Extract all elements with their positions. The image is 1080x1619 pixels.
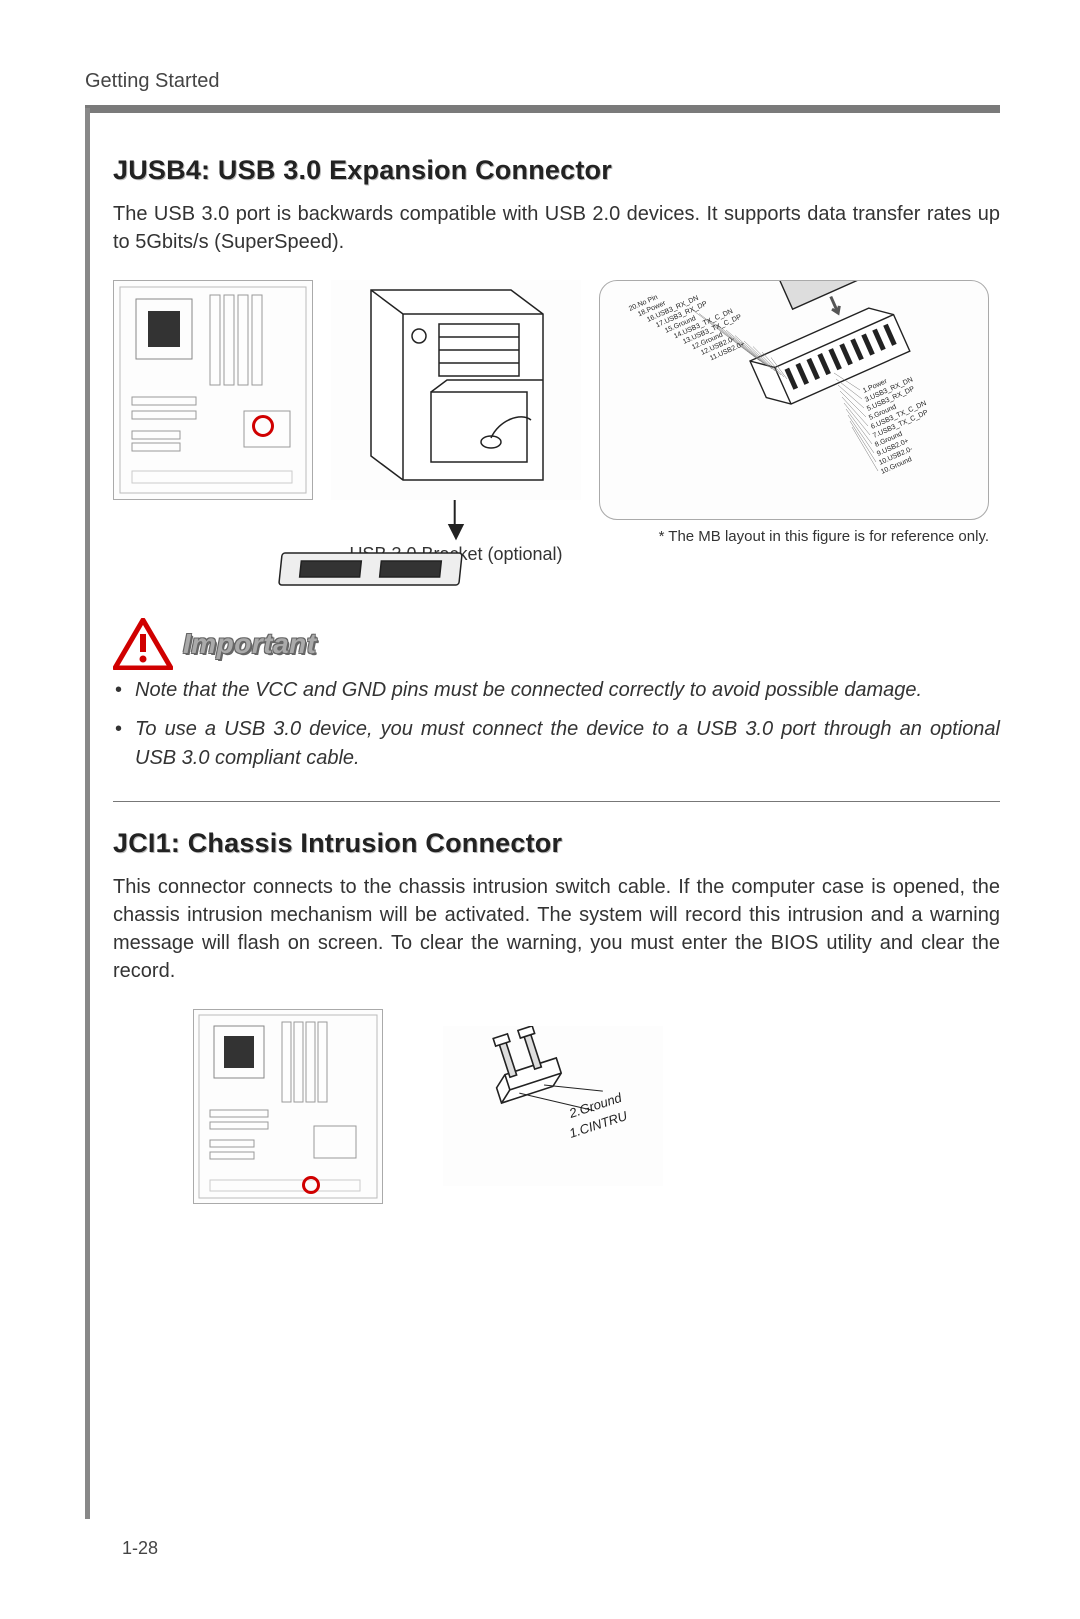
arrow-down-icon: │▼ [331, 506, 581, 540]
connector-pinout-diagram: 20.No Pin18.Power16.USB3_RX_DN17.USB3_RX… [599, 280, 989, 545]
section2-figure: 2.Ground1.CINTRU [193, 1009, 1000, 1204]
mb-layout-diagram [113, 280, 313, 500]
mb-sketch-small-icon [194, 1010, 382, 1203]
case-diagram: │▼ USB 3.0 Bracket (optional) [331, 280, 581, 565]
usb-bracket-diagram [273, 545, 473, 600]
running-header: Getting Started [85, 70, 1000, 93]
page-content: JUSB4: USB 3.0 Expansion Connector The U… [113, 113, 1000, 1204]
mb-layout-diagram-small [193, 1009, 383, 1204]
page-number: 1-28 [122, 1538, 158, 1559]
important-label: Important [183, 628, 317, 660]
jci-pin-icon: 2.Ground1.CINTRU [443, 1026, 663, 1186]
important-notes-list: Note that the VCC and GND pins must be c… [113, 676, 1000, 773]
section2-body: This connector connects to the chassis i… [113, 873, 1000, 985]
left-margin-rule [85, 108, 90, 1519]
warning-triangle-icon [113, 618, 173, 670]
header-rule [85, 105, 1000, 113]
reference-note: * The MB layout in this figure is for re… [599, 528, 989, 545]
section1-body: The USB 3.0 port is backwards compatible… [113, 200, 1000, 256]
connector-highlight-icon [302, 1176, 320, 1194]
important-block: Important Note that the VCC and GND pins… [113, 618, 1000, 773]
section2-title: JCI1: Chassis Intrusion Connector [113, 828, 1000, 859]
mb-sketch-icon [114, 281, 312, 499]
important-note: Note that the VCC and GND pins must be c… [113, 676, 1000, 705]
section1-figure: │▼ USB 3.0 Bracket (optional) [113, 280, 1000, 565]
connector-highlight-icon [252, 415, 274, 437]
jci-pinout-diagram: 2.Ground1.CINTRU [443, 1026, 663, 1186]
section1-title: JUSB4: USB 3.0 Expansion Connector [113, 155, 1000, 186]
bracket-icon [273, 545, 473, 595]
manual-page: Getting Started JUSB4: USB 3.0 Expansion… [0, 0, 1080, 1619]
section-divider [113, 801, 1000, 802]
case-sketch-icon [331, 280, 581, 500]
important-note: To use a USB 3.0 device, you must connec… [113, 715, 1000, 773]
pinout-sketch-icon: 20.No Pin18.Power16.USB3_RX_DN17.USB3_RX… [600, 281, 988, 519]
